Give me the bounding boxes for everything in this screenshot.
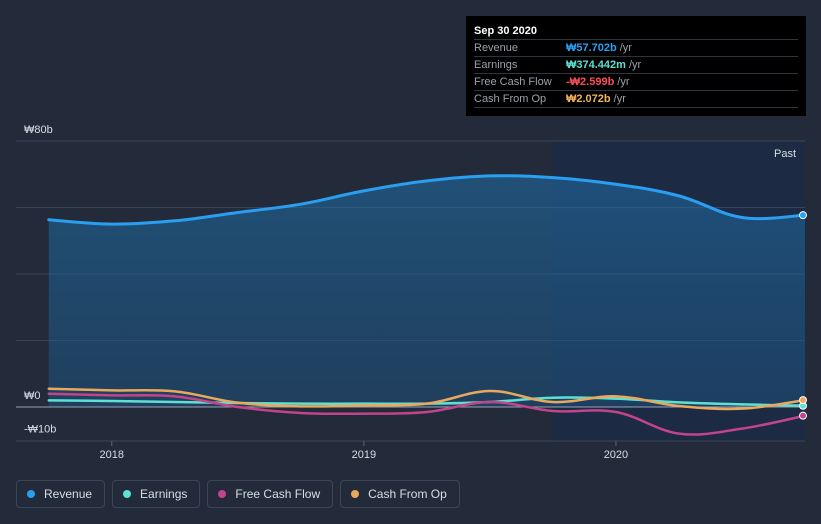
tooltip-value: ₩374.442m [566,59,626,71]
y-tick-label: -₩10b [24,423,56,435]
revenue-area [48,175,806,407]
tooltip-row-cash-from-op: Cash From Op ₩2.072b /yr [474,91,798,108]
series-line-cash-from-op [47,387,807,411]
x-tick-label: 2019 [352,449,376,461]
past-label: Past [774,148,796,160]
tooltip-unit: /yr [613,93,626,105]
tooltip: Sep 30 2020 Revenue ₩57.702b /yr Earning… [466,16,806,116]
legend-label: Earnings [140,487,188,501]
legend-dot-icon [123,490,132,498]
legend: Revenue Earnings Free Cash Flow Cash Fro… [16,480,460,508]
tooltip-label: Earnings [474,59,518,71]
legend-label: Revenue [44,487,93,501]
legend-item-revenue[interactable]: Revenue [16,480,106,508]
legend-label: Free Cash Flow [235,487,321,501]
tooltip-unit: /yr [617,76,630,88]
series-line-free-cash-flow [47,392,807,436]
tooltip-value: -₩2.599b [566,76,615,88]
legend-label: Cash From Op [368,487,447,501]
x-tick-label: 2020 [604,449,628,461]
y-tick-label: ₩0 [24,390,41,402]
tooltip-label: Free Cash Flow [474,76,552,88]
tooltip-unit: /yr [628,59,642,71]
y-tick-label: ₩80b [24,124,53,136]
legend-dot-icon [351,490,360,498]
series-end-point [799,411,807,420]
legend-dot-icon [218,490,227,498]
legend-item-free-cash-flow[interactable]: Free Cash Flow [207,480,334,508]
tooltip-row-free-cash-flow: Free Cash Flow -₩2.599b /yr [474,74,798,91]
tooltip-unit: /yr [619,42,632,54]
legend-item-cash-from-op[interactable]: Cash From Op [340,480,460,508]
revenue-earnings-chart: Past ₩80b ₩0 -₩10b 2018 2019 2020 [16,124,807,461]
tooltip-date: Sep 30 2020 [474,23,798,40]
legend-dot-icon [27,490,35,498]
series-end-point [799,211,807,220]
tooltip-row-earnings: Earnings ₩374.442m /yr [474,57,798,74]
tooltip-row-revenue: Revenue ₩57.702b /yr [474,40,798,57]
tooltip-label: Cash From Op [474,93,547,105]
series-line-revenue [47,174,807,226]
legend-item-earnings[interactable]: Earnings [112,480,201,508]
tooltip-label: Revenue [474,42,519,54]
tooltip-value: ₩2.072b [566,93,611,105]
tooltip-value: ₩57.702b [566,42,617,54]
series-end-point [799,396,807,405]
x-tick-label: 2018 [100,449,124,461]
